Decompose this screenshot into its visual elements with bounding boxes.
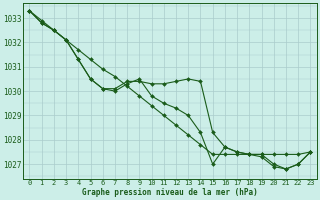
X-axis label: Graphe pression niveau de la mer (hPa): Graphe pression niveau de la mer (hPa) xyxy=(82,188,258,197)
